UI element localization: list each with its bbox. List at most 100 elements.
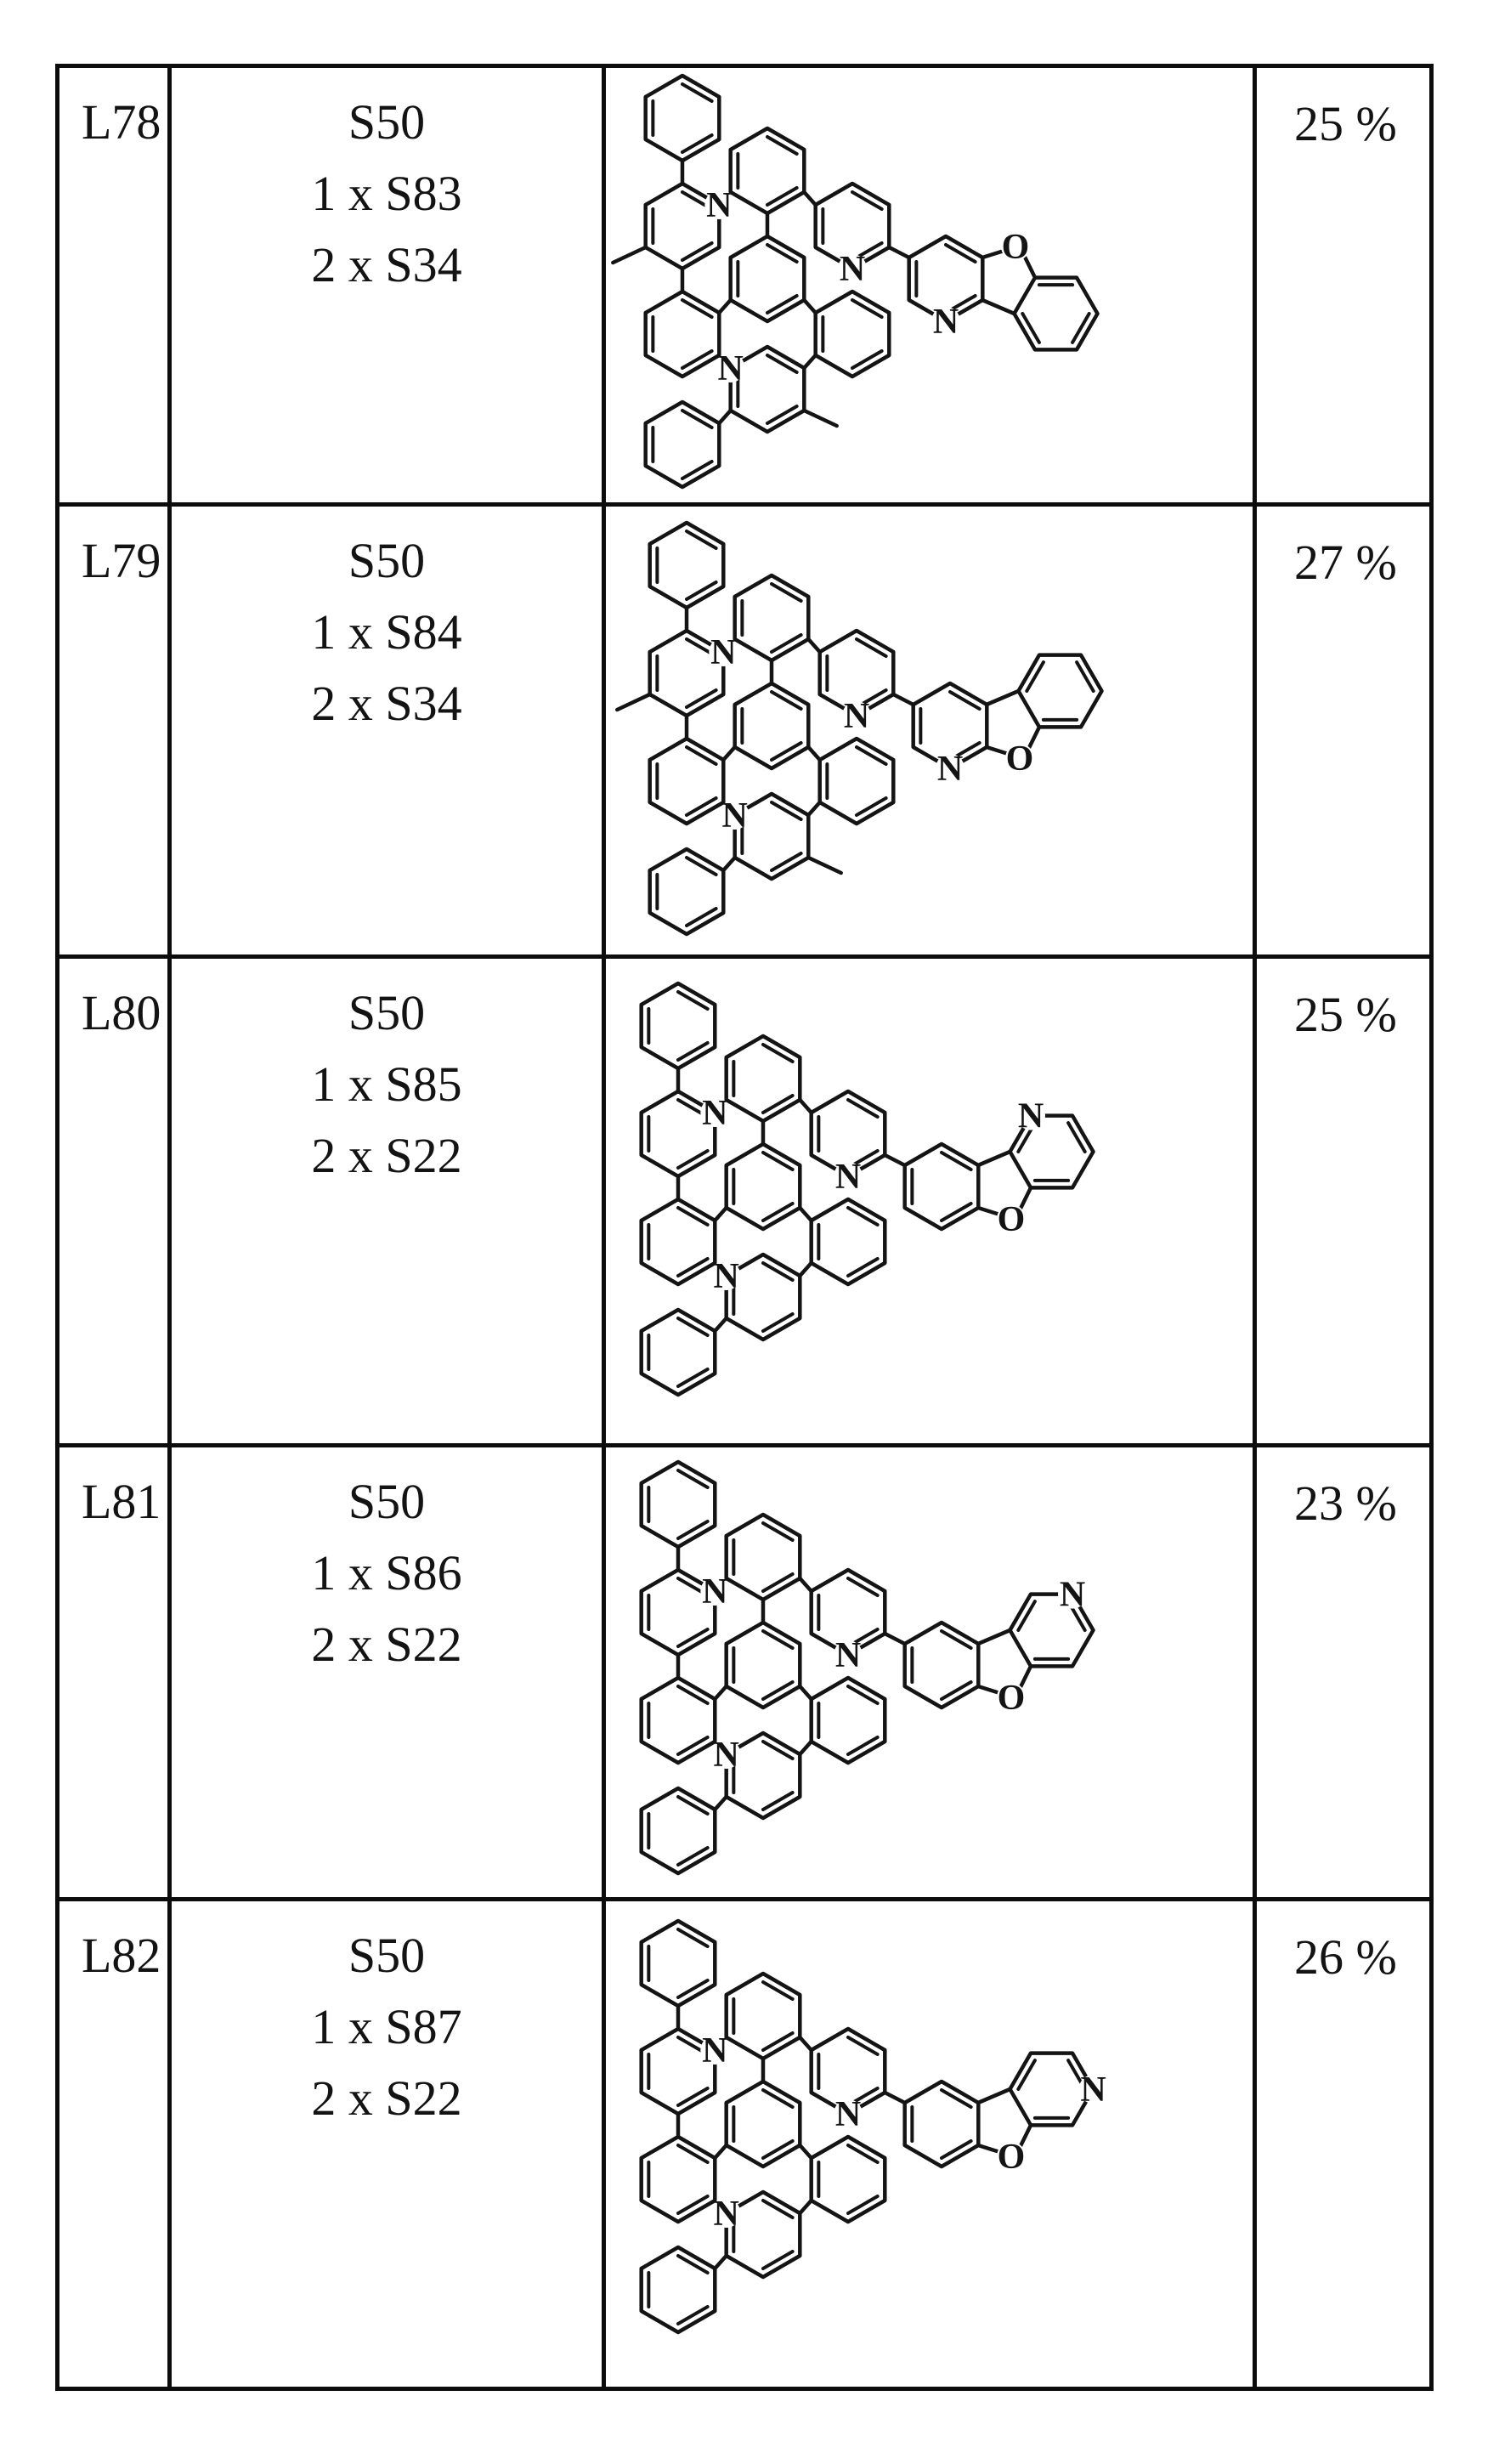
structure-cell: N N N N O <box>606 68 1253 502</box>
molecule-structure-drawing: N N N N O <box>639 981 1095 1397</box>
atom-label-mask <box>838 254 867 283</box>
atom-label-mask <box>834 1162 863 1191</box>
atom-label-O: O <box>998 1200 1026 1239</box>
atom-label-N: N <box>1060 1576 1085 1615</box>
atom-label-mask <box>1016 1101 1045 1130</box>
ligand-id: L78 <box>82 94 161 150</box>
atom-label-mask <box>1058 1579 1087 1609</box>
atom-label-N: N <box>844 697 869 736</box>
atom-label-mask <box>997 1204 1026 1233</box>
atom-label-N: N <box>714 2195 739 2234</box>
ligand-id-cell: L80 <box>59 959 167 1443</box>
ring-P4 <box>809 1197 887 1287</box>
ring-P1 <box>639 1459 717 1549</box>
ligand-id-cell: L79 <box>59 507 167 954</box>
reagent-line-2: 1 x S86 <box>311 1545 462 1600</box>
atom-label-N: N <box>710 633 736 672</box>
atom-label-N: N <box>840 250 865 289</box>
atom-label-N: N <box>933 303 959 342</box>
synthesis-results-table: L78 S50 1 x S83 2 x S34 N N N N O 25 % L79 S… <box>55 64 1434 2391</box>
reagents-cell: S50 1 x S86 2 x S22 <box>172 1447 602 1897</box>
reagents-cell: S50 1 x S85 2 x S22 <box>172 959 602 1443</box>
ring-P1 <box>648 520 726 610</box>
reagent-line-1: S50 <box>348 94 426 150</box>
atom-label-N: N <box>1018 1097 1044 1136</box>
atom-label-mask <box>716 354 745 382</box>
atom-label-mask <box>704 190 734 219</box>
ring-P2 <box>639 1197 717 1287</box>
ring-P3 <box>724 1034 802 1124</box>
yield-cell: 27 % <box>1257 507 1429 954</box>
atom-label-mask <box>711 2199 741 2228</box>
ring-P1 <box>639 981 717 1071</box>
atom-label-N: N <box>714 1257 739 1296</box>
atom-label-mask <box>1001 232 1030 261</box>
atom-label-O: O <box>998 1679 1026 1718</box>
atom-label-mask <box>936 754 964 783</box>
ring-C <box>724 2079 802 2169</box>
ring-A1 <box>902 1620 981 1710</box>
ring-P5 <box>648 847 726 937</box>
ring-P2 <box>643 289 721 379</box>
structure-cell: N N N N O <box>606 1447 1253 1897</box>
atom-label-N: N <box>706 186 732 225</box>
atom-label-N: N <box>714 1736 739 1775</box>
ring-P4 <box>813 289 891 379</box>
ring-P4 <box>809 2134 887 2224</box>
ring-P4 <box>817 736 896 826</box>
ligand-id: L81 <box>82 1474 161 1529</box>
atom-label-O: O <box>998 2138 1026 2177</box>
ring-A1 <box>902 2079 981 2169</box>
atom-label-O: O <box>1006 739 1034 779</box>
atom-label-N: N <box>937 750 963 789</box>
atom-label-mask <box>834 1640 863 1669</box>
yield-cell: 25 % <box>1257 68 1429 502</box>
reagent-line-3: 2 x S22 <box>311 2070 462 2126</box>
ring-A1 <box>902 1141 981 1232</box>
ring-A3 <box>1012 275 1100 352</box>
atom-label-N: N <box>702 1572 727 1612</box>
atom-label-N: N <box>702 1094 727 1133</box>
reagent-line-1: S50 <box>348 1928 426 1983</box>
reagent-line-2: 1 x S84 <box>311 604 462 660</box>
ligand-id-cell: L81 <box>59 1447 167 1897</box>
molecule-structure-drawing: N N N N O <box>611 73 1100 490</box>
structure-cell: N N N N O <box>606 1901 1253 2387</box>
atom-label-N: N <box>718 349 744 388</box>
ring-C <box>733 681 811 771</box>
reagent-line-3: 2 x S34 <box>311 237 462 292</box>
reagent-line-3: 2 x S22 <box>311 1617 462 1672</box>
reagent-line-2: 1 x S85 <box>311 1056 462 1112</box>
ring-A3 <box>1016 653 1104 729</box>
atom-label-mask <box>700 1098 730 1127</box>
atom-label-N: N <box>835 1158 861 1197</box>
yield-value: 26 % <box>1294 1929 1397 1985</box>
reagents-cell: S50 1 x S83 2 x S34 <box>172 68 602 502</box>
ring-C <box>724 1141 802 1232</box>
yield-value: 25 % <box>1294 96 1397 151</box>
ring-P5 <box>639 1307 717 1397</box>
atom-label-N: N <box>1080 2070 1106 2110</box>
atom-label-mask <box>1078 2075 1108 2104</box>
ligand-id-cell: L78 <box>59 68 167 502</box>
ligand-id-cell: L82 <box>59 1901 167 2387</box>
atom-label-mask <box>700 1577 730 1606</box>
yield-value: 25 % <box>1294 987 1397 1042</box>
yield-value: 23 % <box>1294 1476 1397 1531</box>
atom-label-mask <box>1005 744 1034 773</box>
atom-label-mask <box>709 637 738 666</box>
ligand-id: L79 <box>82 533 161 588</box>
atom-label-N: N <box>835 2095 861 2134</box>
atom-label-O: O <box>1002 228 1030 267</box>
reagent-line-2: 1 x S87 <box>311 1999 462 2054</box>
ligand-id: L80 <box>82 985 161 1040</box>
atom-label-mask <box>834 2099 863 2128</box>
structure-cell: N N N N O <box>606 959 1253 1443</box>
ring-P3 <box>733 573 811 663</box>
reagent-line-1: S50 <box>348 1474 426 1529</box>
yield-cell: 26 % <box>1257 1901 1429 2387</box>
ring-P2 <box>648 736 726 826</box>
reagents-cell: S50 1 x S84 2 x S34 <box>172 507 602 954</box>
ring-P2 <box>639 1675 717 1765</box>
ring-C <box>724 1620 802 1710</box>
